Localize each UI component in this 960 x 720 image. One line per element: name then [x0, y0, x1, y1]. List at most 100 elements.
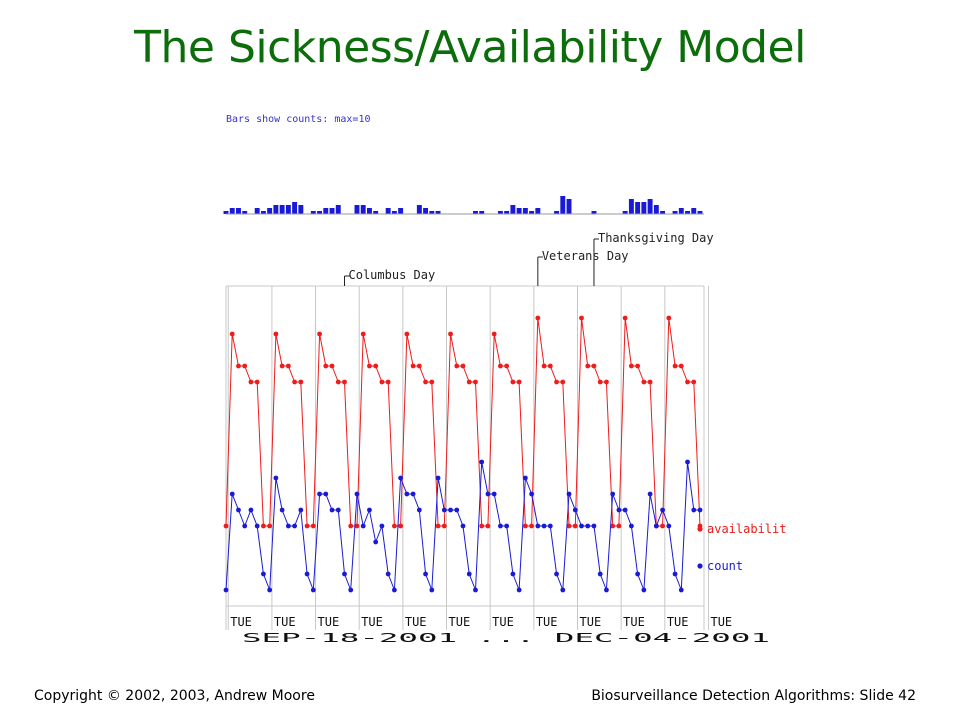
- histogram-bar: [672, 211, 678, 214]
- series-point: [229, 331, 235, 337]
- series-point: [697, 507, 703, 513]
- series-point: [323, 491, 329, 497]
- histogram-bar: [529, 211, 535, 214]
- histogram-bar: [354, 205, 360, 214]
- histogram-bar: [391, 211, 397, 214]
- histogram-bar: [385, 208, 391, 214]
- histogram-bar: [435, 211, 441, 214]
- series-point: [373, 539, 379, 545]
- histogram: [223, 196, 704, 215]
- series-point: [429, 587, 435, 593]
- series-point: [391, 523, 397, 529]
- series-point: [236, 507, 241, 513]
- series-point: [329, 363, 335, 369]
- series-point: [466, 379, 472, 385]
- series-point: [454, 507, 460, 513]
- histogram-bar: [317, 211, 323, 214]
- series-point: [279, 363, 285, 369]
- series-point: [666, 523, 672, 529]
- histogram-bar: [635, 202, 641, 214]
- histogram-bar: [398, 208, 404, 214]
- histogram-bar: [254, 208, 260, 214]
- series-point: [616, 507, 622, 513]
- series-point: [610, 523, 616, 529]
- series-point: [317, 331, 322, 337]
- series-point: [691, 379, 697, 385]
- series-point: [591, 363, 597, 369]
- series-point: [292, 523, 298, 529]
- series-point: [635, 363, 641, 369]
- series-point: [298, 507, 304, 513]
- series-point: [410, 363, 416, 369]
- series-point: [498, 523, 503, 529]
- legend-marker: [697, 563, 703, 569]
- series-point: [560, 379, 566, 385]
- series-point: [585, 363, 591, 369]
- x-tick-label: TUE: [492, 615, 514, 629]
- x-tick-label: TUE: [580, 615, 602, 629]
- histogram-bar: [697, 211, 703, 214]
- series-point: [579, 523, 584, 529]
- series-point: [310, 523, 316, 529]
- series-point: [223, 587, 229, 593]
- series-point: [566, 523, 572, 529]
- series-point: [678, 587, 684, 593]
- histogram-bar: [660, 211, 666, 214]
- series-point: [460, 363, 466, 369]
- histogram-bar: [335, 205, 341, 214]
- series-point: [691, 507, 697, 513]
- histogram-bar: [236, 208, 241, 214]
- histogram-bar: [229, 208, 235, 214]
- series-point: [342, 571, 347, 577]
- series-point: [572, 523, 578, 529]
- series-point: [628, 363, 634, 369]
- series-point: [529, 491, 535, 497]
- histogram-bar: [429, 211, 435, 214]
- series-point: [504, 363, 510, 369]
- legend-marker: [697, 526, 703, 532]
- histogram-bar: [560, 196, 566, 214]
- histogram-bar: [285, 205, 291, 214]
- x-tick-label: TUE: [536, 615, 558, 629]
- holiday-annotations: Columbus Day Veterans Day Thanksgiving Day: [344, 231, 714, 286]
- series-point: [441, 507, 447, 513]
- series-point: [248, 507, 254, 513]
- series-point: [248, 379, 254, 385]
- histogram-bar: [591, 211, 597, 214]
- series-point: [292, 379, 298, 385]
- series-point: [454, 363, 460, 369]
- series-legend: availabilit count: [697, 522, 786, 573]
- histogram-bar: [479, 211, 485, 214]
- series-point: [285, 363, 291, 369]
- series-point: [448, 331, 453, 337]
- series-point: [547, 523, 553, 529]
- series-point: [672, 571, 678, 577]
- series-point: [429, 379, 435, 385]
- x-tick-label: TUE: [449, 615, 471, 629]
- histogram-bar: [292, 202, 298, 214]
- histogram-bar: [223, 211, 229, 214]
- series-point: [685, 459, 690, 465]
- series-point: [491, 491, 497, 497]
- series-point: [398, 475, 404, 481]
- series-point: [473, 379, 478, 385]
- histogram-bar: [516, 208, 522, 214]
- x-tick-label: TUE: [623, 615, 645, 629]
- series-point: [379, 379, 385, 385]
- series-line-availabilit: [225, 317, 701, 527]
- footer-slide-info: Biosurveillance Detection Algorithms: Sl…: [591, 688, 916, 704]
- histogram-bar: [641, 202, 647, 214]
- histogram-bar: [323, 208, 329, 214]
- series-point: [373, 363, 379, 369]
- series-point: [354, 491, 360, 497]
- holiday-label: Thanksgiving Day: [598, 231, 714, 245]
- series-point: [597, 379, 603, 385]
- series-point: [273, 475, 279, 481]
- x-dates-label: SEP-18-2001 ... DEC-04-2001: [242, 631, 770, 645]
- series-point: [554, 379, 559, 385]
- x-tick-label: TUE: [361, 615, 383, 629]
- series-point: [560, 587, 566, 593]
- series-point: [285, 523, 291, 529]
- series-point: [616, 523, 622, 529]
- series-point: [335, 379, 341, 385]
